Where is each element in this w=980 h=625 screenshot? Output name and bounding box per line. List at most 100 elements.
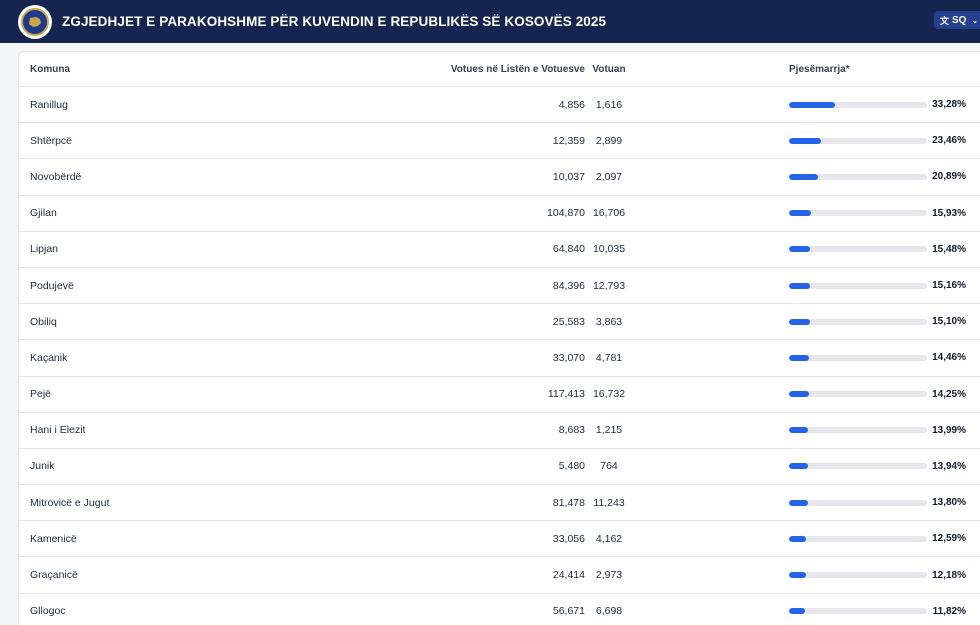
turnout-bar-track — [789, 210, 927, 217]
turnout-cell: 33,28% — [789, 87, 979, 122]
turnout-percent: 12,59% — [932, 533, 966, 545]
municipality-name: Gllogoc — [30, 605, 66, 618]
votes-cast: 16,732 — [592, 388, 626, 401]
votes-cast: 11,243 — [593, 496, 625, 509]
page-title: ZGJEDHJET E PARAKOHSHME PËR KUVENDIN E R… — [62, 14, 607, 29]
turnout-percent: 12,18% — [932, 569, 966, 581]
turnout-percent: 13,94% — [932, 460, 966, 472]
turnout-cell: 20,89% — [789, 159, 979, 194]
municipality-name: Gjilan — [30, 207, 57, 220]
municipality-name: Podujevë — [30, 279, 74, 292]
registered-voters: 24,414 — [552, 569, 585, 582]
turnout-cell: 13,99% — [789, 413, 979, 448]
turnout-cell: 11,82% — [789, 594, 979, 625]
municipality-name: Graçanicë — [30, 569, 78, 582]
municipality-name: Mitrovicë e Jugut — [30, 496, 110, 509]
turnout-bar-track — [789, 318, 927, 325]
turnout-cell: 12,18% — [789, 557, 979, 592]
registered-voters: 56,671 — [552, 605, 585, 618]
table-row[interactable]: Shtërpcë 12,359 2,899 23,46% — [19, 123, 980, 160]
turnout-percent: 15,48% — [932, 243, 966, 255]
turnout-table: Komuna Votues në Listën e Votuesve Votua… — [18, 51, 980, 625]
registered-voters: 10,037 — [552, 170, 585, 183]
table-row[interactable]: Gjilan 104,870 16,706 15,93% — [19, 196, 980, 232]
turnout-bar-fill — [789, 354, 809, 361]
column-header-turnout[interactable]: Pjesëmarrja* — [789, 63, 850, 75]
kosovo-emblem-logo[interactable] — [18, 4, 52, 39]
votes-cast: 2,899 — [595, 134, 623, 147]
table-header: Komuna Votues në Listën e Votuesve Votua… — [19, 52, 980, 87]
table-row[interactable]: Junik 5,480 764 13,94% — [19, 449, 980, 486]
registered-voters: 104,870 — [547, 207, 585, 220]
column-header-komuna[interactable]: Komuna — [30, 63, 70, 75]
turnout-bar-fill — [789, 246, 811, 253]
municipality-name: Obiliq — [30, 315, 57, 328]
table-row[interactable]: Kaçanik 33,070 4,781 14,46% — [19, 340, 980, 377]
column-header-voted[interactable]: Votuan — [592, 63, 626, 75]
municipality-name: Lipjan — [30, 243, 59, 256]
votes-cast: 4,781 — [595, 351, 623, 364]
votes-cast: 3,863 — [595, 315, 623, 328]
municipality-name: Junik — [30, 460, 55, 473]
turnout-bar-fill — [789, 499, 809, 506]
table-row[interactable]: Pejë 117,413 16,732 14,25% — [19, 377, 980, 413]
turnout-cell: 15,10% — [789, 304, 979, 339]
turnout-bar-track — [789, 608, 927, 615]
municipality-name: Novobërdë — [30, 170, 82, 183]
votes-cast: 764 — [600, 460, 618, 473]
table-row[interactable]: Graçanicë 24,414 2,973 12,18% — [19, 557, 980, 594]
turnout-bar-fill — [789, 427, 809, 434]
turnout-bar-fill — [789, 210, 811, 217]
table-row[interactable]: Kamenicë 33,056 4,162 12,59% — [19, 521, 980, 558]
municipality-name: Kamenicë — [30, 532, 77, 545]
turnout-percent: 15,93% — [932, 207, 966, 219]
table-row[interactable]: Podujevë 84,396 12,793 15,16% — [19, 268, 980, 305]
table-row[interactable]: Mitrovicë e Jugut 81,478 11,243 13,80% — [19, 485, 980, 522]
turnout-bar-fill — [789, 608, 806, 615]
emblem-inner — [21, 7, 49, 36]
turnout-bar-track — [789, 282, 927, 289]
registered-voters: 33,070 — [552, 351, 585, 364]
language-selector[interactable]: 文 SQ ⌄ — [934, 11, 980, 29]
turnout-bar-fill — [789, 173, 818, 180]
turnout-bar-track — [789, 572, 927, 579]
turnout-cell: 15,48% — [789, 232, 979, 267]
votes-cast: 1,616 — [595, 98, 623, 111]
votes-cast: 6,698 — [595, 605, 623, 618]
table-row[interactable]: Hani i Elezit 8,683 1,215 13,99% — [19, 413, 980, 449]
municipality-name: Pejë — [30, 388, 52, 401]
votes-cast: 2,097 — [595, 170, 623, 183]
map-icon — [29, 16, 41, 27]
registered-voters: 33,056 — [552, 532, 585, 545]
translate-icon: 文 — [940, 15, 950, 26]
turnout-bar-fill — [789, 535, 807, 542]
turnout-percent: 23,46% — [932, 135, 966, 147]
votes-cast: 2,973 — [595, 569, 623, 582]
turnout-percent: 13,80% — [932, 497, 966, 509]
registered-voters: 25,583 — [552, 315, 585, 328]
table-row[interactable]: Gllogoc 56,671 6,698 11,82% — [19, 594, 980, 625]
turnout-bar-track — [789, 246, 927, 253]
column-header-registered[interactable]: Votues në Listën e Votuesve — [450, 63, 585, 75]
table-row[interactable]: Obiliq 25,583 3,863 15,10% — [19, 304, 980, 341]
turnout-bar-track — [789, 101, 927, 108]
turnout-bar-fill — [789, 463, 809, 470]
turnout-cell: 15,16% — [789, 268, 979, 303]
turnout-percent: 20,89% — [932, 171, 966, 183]
votes-cast: 12,793 — [592, 279, 626, 292]
registered-voters: 5,480 — [558, 460, 585, 473]
turnout-bar-track — [789, 427, 927, 434]
turnout-bar-fill — [789, 391, 809, 398]
turnout-bar-track — [789, 463, 927, 470]
table-row[interactable]: Ranillug 4,856 1,616 33,28% — [19, 87, 980, 124]
registered-voters: 4,856 — [558, 98, 585, 111]
registered-voters: 12,359 — [552, 134, 585, 147]
municipality-name: Shtërpcë — [30, 134, 73, 147]
turnout-bar-fill — [789, 282, 810, 289]
turnout-bar-track — [789, 173, 927, 180]
turnout-bar-fill — [789, 318, 810, 325]
municipality-name: Ranillug — [30, 98, 68, 111]
turnout-cell: 14,25% — [789, 377, 979, 412]
table-row[interactable]: Lipjan 64,840 10,035 15,48% — [19, 232, 980, 268]
table-row[interactable]: Novobërdë 10,037 2,097 20,89% — [19, 159, 980, 196]
